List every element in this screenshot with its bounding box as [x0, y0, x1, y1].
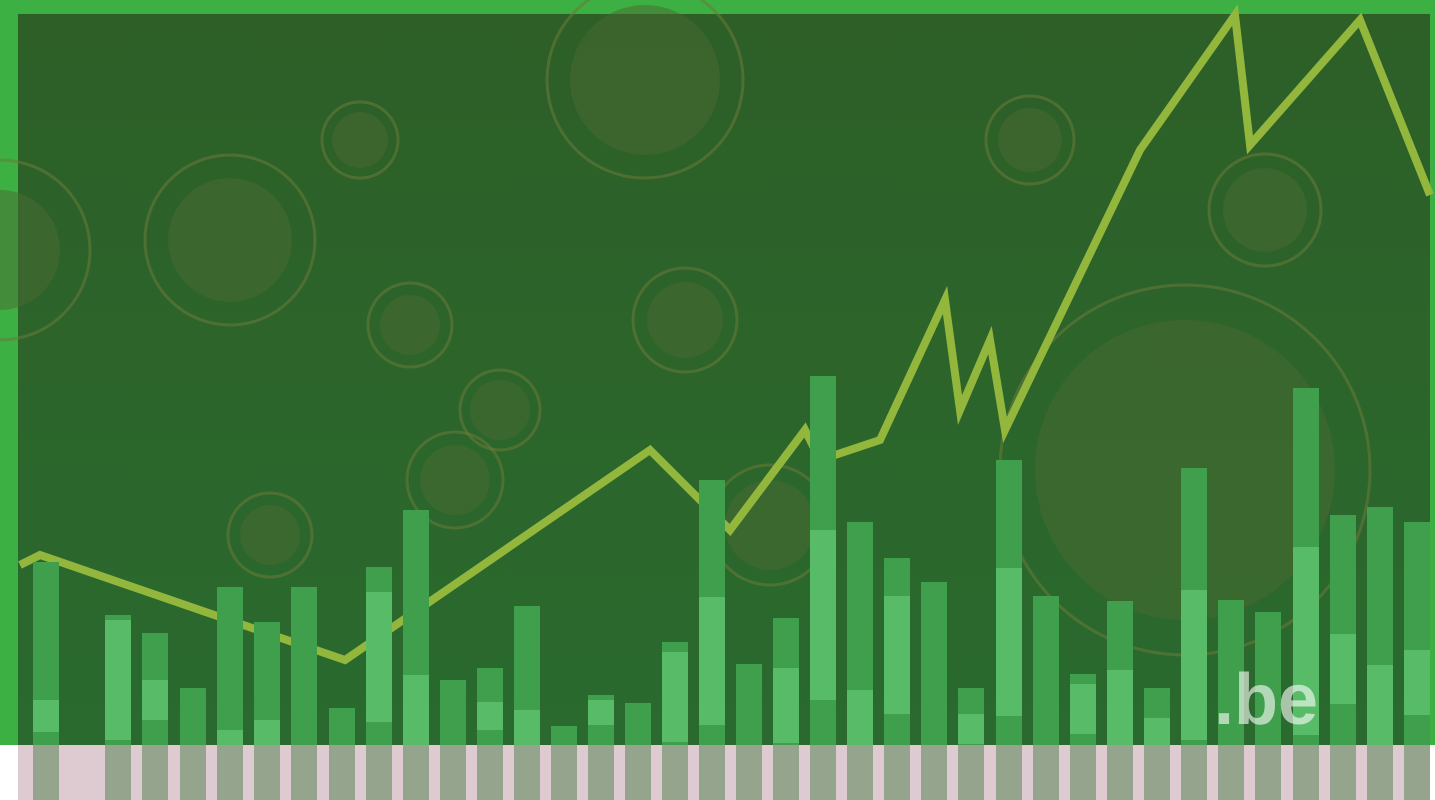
trend-line — [18, 4, 1434, 665]
bottom-strip — [18, 745, 1430, 800]
logo: .be — [1214, 660, 1318, 740]
